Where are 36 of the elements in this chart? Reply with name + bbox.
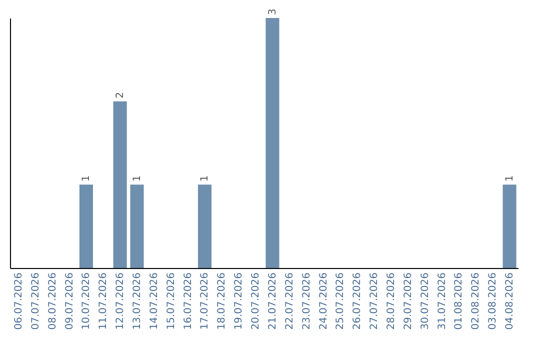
x-tick-label: 06.07.2026 bbox=[13, 272, 24, 330]
x-tick-label: 11.07.2026 bbox=[98, 272, 110, 330]
x-tick-label: 23.07.2026 bbox=[301, 272, 312, 330]
x-tick-label: 04.08.2026 bbox=[504, 272, 516, 330]
data-label: 1 bbox=[132, 175, 143, 182]
x-tick-label: 31.07.2026 bbox=[436, 272, 448, 330]
x-tick-label: 01.08.2026 bbox=[454, 272, 465, 330]
x-tick-label: 14.07.2026 bbox=[148, 272, 160, 330]
x-tick-label: 15.07.2026 bbox=[166, 272, 177, 330]
x-tick-label: 21.07.2026 bbox=[267, 272, 278, 330]
x-tick-label: 26.07.2026 bbox=[352, 272, 364, 330]
data-label: 3 bbox=[267, 8, 278, 15]
x-tick-label: 02.08.2026 bbox=[470, 272, 482, 330]
x-tick-label: 10.07.2026 bbox=[81, 272, 92, 330]
x-tick-label: 27.07.2026 bbox=[369, 272, 380, 330]
data-label: 1 bbox=[81, 175, 92, 182]
x-tick-label: 17.07.2026 bbox=[200, 272, 211, 330]
x-tick-label: 08.07.2026 bbox=[47, 272, 58, 330]
x-tick-label: 07.07.2026 bbox=[30, 272, 42, 330]
x-tick-label: 03.08.2026 bbox=[488, 272, 499, 330]
x-tick-label: 20.07.2026 bbox=[250, 272, 262, 330]
x-tick-label: 24.07.2026 bbox=[318, 272, 330, 330]
x-tick-label: 09.07.2026 bbox=[64, 272, 76, 330]
x-tick-label: 22.07.2026 bbox=[284, 272, 296, 330]
data-label: 1 bbox=[200, 175, 211, 182]
x-tick-label: 30.07.2026 bbox=[420, 272, 431, 330]
data-label: 2 bbox=[115, 92, 126, 98]
x-tick-label: 28.07.2026 bbox=[386, 272, 397, 330]
x-tick-label: 16.07.2026 bbox=[182, 272, 194, 330]
x-tick-label: 13.07.2026 bbox=[132, 272, 143, 330]
data-label: 1 bbox=[504, 175, 516, 182]
x-tick-label: 18.07.2026 bbox=[216, 272, 228, 330]
x-tick-label: 12.07.2026 bbox=[115, 272, 126, 330]
x-tick-label: 19.07.2026 bbox=[234, 272, 245, 330]
x-tick-label: 29.07.2026 bbox=[402, 272, 414, 330]
x-tick-label: 25.07.2026 bbox=[335, 272, 346, 330]
